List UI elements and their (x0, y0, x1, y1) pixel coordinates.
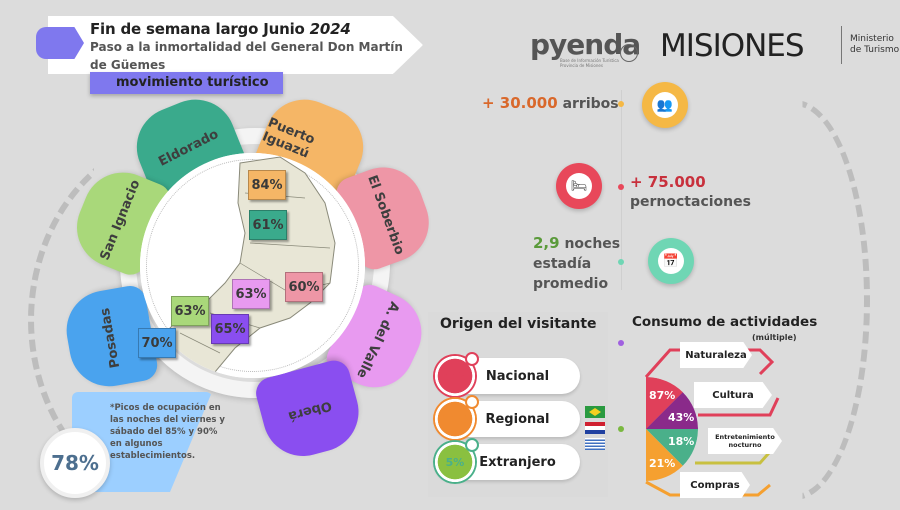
origen-label: Extranjero (479, 454, 556, 470)
ministerio-logo: Ministerio de Turismo (850, 34, 899, 56)
timeline-line (621, 90, 622, 290)
consumo-naturaleza: Naturaleza (680, 342, 752, 368)
estadia-label2: estadía (533, 256, 592, 272)
hotel-bed-icon: 🛏 (566, 173, 592, 199)
estadia-label1: noches (564, 236, 621, 252)
arribos-label: arribos (562, 96, 619, 112)
occupancy-el-soberbio: 60% (285, 272, 323, 302)
arribos-bubble: 👥 (642, 82, 688, 128)
timeline-dot (618, 184, 624, 190)
petal-label: Posadas (97, 306, 123, 370)
petal-label: El Soberbio (364, 173, 408, 257)
occupancy-puerto-iguazu: 84% (248, 170, 286, 200)
pyenda-subtitle: Base de Información Turística Provincia … (560, 58, 619, 68)
compras-pct: 21% (649, 457, 676, 470)
badge-dot (465, 395, 479, 409)
title-text: Fin de semana largo Junio (90, 20, 310, 38)
pernoctaciones-label: pernoctaciones (630, 194, 751, 210)
entretenimiento-pct: 18% (668, 435, 695, 448)
petal-label: San Ignacio (97, 177, 143, 263)
naturaleza-pct: 87% (649, 389, 676, 402)
estadia-line1: 2,9 noches (533, 233, 620, 254)
brazil-flag (585, 406, 605, 418)
header-banner (48, 16, 423, 74)
occupancy-a-del-valle: 63% (232, 279, 270, 309)
occupancy-posadas: 70% (138, 328, 176, 358)
estadia-label3: promedio (533, 276, 609, 292)
paraguay-flag (585, 422, 605, 434)
people-icon: 👥 (652, 92, 678, 118)
title-year: 2024 (309, 20, 351, 38)
pernoctaciones-value: + 75.000 (630, 173, 706, 191)
origen-pct: 84% (441, 369, 469, 383)
misiones-logo: MISIONES (660, 28, 805, 64)
logo-separator (841, 26, 842, 64)
consumo-entretenimiento: Entretenimiento nocturno (708, 428, 782, 454)
stat-arribos: + 30.000 arribos (482, 94, 619, 112)
occupancy-san-ignacio: 63% (171, 296, 209, 326)
origen-pct: 5% (445, 455, 465, 469)
estadia-value: 2,9 (533, 234, 560, 252)
timeline-dot (618, 101, 624, 107)
cultura-pct: 43% (668, 411, 695, 424)
badge-dot (465, 352, 479, 366)
stat-pernoctaciones: + 75.000 pernoctaciones (630, 172, 751, 212)
dotted-border (146, 159, 359, 372)
ministerio-line1: Ministerio (850, 34, 894, 44)
page-title: Fin de semana largo Junio 2024 (90, 20, 351, 38)
calendar-icon: 📅 (658, 248, 684, 274)
globe-icon (620, 44, 638, 62)
origen-pct-badge: 5% (433, 438, 479, 484)
origen-pct: 11% (441, 412, 469, 426)
uruguay-flag (585, 438, 605, 450)
stat-estadia: 2,9 noches estadía promedio (533, 233, 620, 294)
consumo-compras: Compras (680, 472, 750, 498)
origen-pct-badge: 11% (433, 395, 479, 441)
overall-occupancy: 78% (40, 428, 110, 498)
timeline-dot (618, 426, 624, 432)
consumo-cultura: Cultura (694, 382, 772, 408)
origen-title: Origen del visitante (440, 316, 597, 332)
consumo-title: Consumo de actividades (632, 314, 818, 330)
badge-dot (465, 438, 479, 452)
section-tag: movimiento turístico (90, 72, 283, 94)
origen-pct-badge: 84% (433, 352, 479, 398)
consumo-semicircle: 87% 43% 18% 21% (646, 377, 698, 481)
arribos-value: + 30.000 (482, 94, 558, 112)
estadia-bubble: 📅 (648, 238, 694, 284)
banner-tab-decoration (36, 27, 84, 59)
origen-label: Nacional (485, 368, 550, 384)
origen-label: Regional (485, 411, 550, 427)
ministerio-line2: de Turismo (850, 45, 900, 55)
timeline-dot (618, 259, 624, 265)
consumo-subtitle: (múltiple) (752, 333, 797, 342)
semicircle-segments (646, 377, 698, 481)
pernoctaciones-bubble: 🛏 (556, 163, 602, 209)
occupancy-note: *Picos de ocupación en las noches del vi… (110, 403, 225, 461)
page-subtitle: Paso a la inmortalidad del General Don M… (90, 40, 403, 72)
timeline-dot (618, 340, 624, 346)
petal-label: Oberá (286, 398, 334, 424)
occupancy-obera: 65% (211, 314, 249, 344)
occupancy-eldorado: 61% (249, 210, 287, 240)
